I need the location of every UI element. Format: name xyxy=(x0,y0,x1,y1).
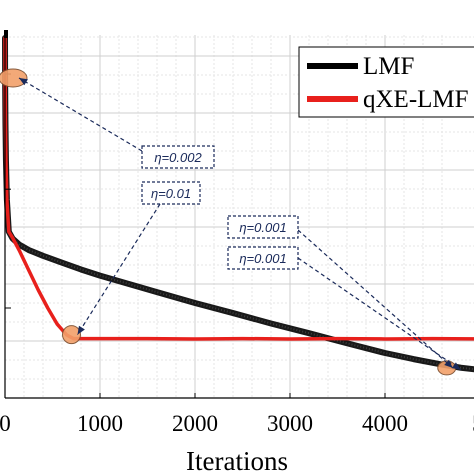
highlight-marker-lmf-start xyxy=(0,68,28,88)
legend-entry: qXE-LMF xyxy=(363,86,469,113)
annotation-arrowhead xyxy=(19,78,28,86)
annotation-box xyxy=(227,215,299,239)
annotation-label: η=0.001 xyxy=(239,251,286,266)
legend-box xyxy=(298,46,474,118)
x-tick-label: 5 xyxy=(472,411,474,436)
annotation-label: η=0.001 xyxy=(239,220,286,235)
highlight-marker-qxe-plateau xyxy=(62,325,81,345)
x-tick-label: 4000 xyxy=(362,411,408,436)
legend-entry: LMF xyxy=(363,53,414,80)
annotation-box xyxy=(141,181,201,205)
x-tick-label: 0 xyxy=(0,411,11,436)
annotation-arrowhead xyxy=(77,325,85,335)
legend: LMF qXE-LMF xyxy=(298,46,474,118)
x-axis-title: Iterations xyxy=(186,446,288,474)
x-tick-label: 3000 xyxy=(267,411,313,436)
annotation-arrow xyxy=(18,77,143,152)
axes xyxy=(4,30,474,399)
annotation-label: η=0.01 xyxy=(151,186,191,201)
annotation-arrowhead xyxy=(451,362,461,370)
annotation-arrow xyxy=(297,257,462,371)
series-layer xyxy=(2,35,474,373)
annotation-arrowhead xyxy=(444,359,453,368)
annotation-box xyxy=(227,246,299,270)
x-tick-label: 1000 xyxy=(77,411,123,436)
annotation-box xyxy=(141,145,215,169)
x-tick-label: 2000 xyxy=(172,411,218,436)
series-line-qxe-lmf xyxy=(3,36,474,341)
x-tick-labels: 0 1000 2000 3000 4000 5 xyxy=(0,411,474,436)
annotation-label: η=0.002 xyxy=(154,150,202,165)
annotation-arrow xyxy=(76,203,161,335)
annotations: η=0.002 η=0.01 η=0.001 η=0.001 xyxy=(0,68,462,376)
